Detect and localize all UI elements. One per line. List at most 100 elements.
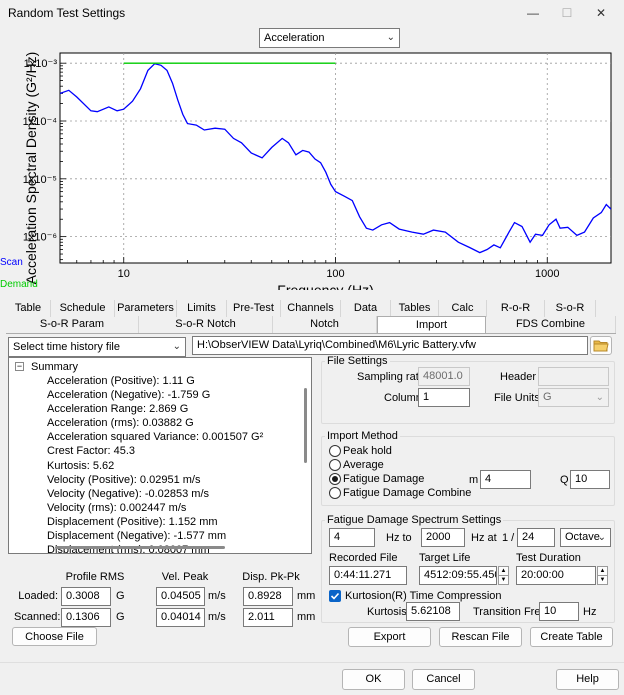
recorded-file-field: 0:44:11.271 (329, 566, 407, 585)
scanned-disp-field[interactable]: 2.011 (243, 608, 293, 627)
kurtosis-field[interactable]: 5.62108 (406, 602, 460, 621)
tab-data[interactable]: Data (341, 300, 391, 317)
kurtosion-checkbox[interactable] (329, 590, 341, 602)
tab-r-o-r[interactable]: R-o-R (487, 300, 545, 317)
tree-item[interactable]: Displacement (Positive): 1.152 mm (47, 515, 218, 528)
tab-calc[interactable]: Calc (439, 300, 487, 317)
collapse-icon[interactable]: − (15, 361, 24, 371)
maximize-button[interactable]: ☐ (561, 6, 573, 20)
tab-s-o-r-param[interactable]: S-o-R Param (6, 316, 139, 333)
scanned-rms-unit: G (116, 611, 125, 623)
spin-down-icon[interactable]: ▼ (597, 575, 608, 585)
rescan-file-button[interactable]: Rescan File (439, 627, 522, 647)
loaded-rms-field[interactable]: 0.3008 (61, 587, 111, 606)
tree-item[interactable]: Acceleration (Negative): -1.759 G (47, 389, 211, 402)
file-settings-title: File Settings (325, 355, 390, 367)
column-field[interactable]: 1 (418, 388, 470, 407)
history-select-value: Select time history file (13, 341, 120, 353)
tab-notch[interactable]: Notch (273, 316, 377, 333)
sampling-rate-field: 48001.0 (418, 367, 470, 386)
history-select[interactable]: Select time history file ⌄ (8, 337, 186, 357)
choose-file-button[interactable]: Choose File (12, 627, 97, 646)
export-button[interactable]: Export (348, 627, 431, 647)
y-tick-label: 1x10⁻³ (24, 58, 58, 70)
title-bar: Random Test Settings — ☐ ✕ (0, 0, 624, 26)
transition-freq-unit: Hz (583, 606, 597, 618)
tree-item[interactable]: Velocity (Negative): -0.02853 m/s (47, 487, 210, 500)
tab-s-o-r[interactable]: S-o-R (545, 300, 596, 317)
tree-item[interactable]: Velocity (Positive): 0.02951 m/s (47, 473, 201, 486)
tab-schedule[interactable]: Schedule (51, 300, 115, 317)
peak-hold-label: Peak hold (343, 445, 392, 457)
vel-peak-header: Vel. Peak (161, 571, 209, 583)
file-settings-group (321, 361, 615, 424)
help-button[interactable]: Help (556, 669, 619, 690)
sampling-rate-label: Sampling rate (357, 371, 425, 383)
radio-peak-hold[interactable] (329, 445, 341, 457)
tree-item[interactable]: Acceleration (rms): 0.03882 G (47, 417, 194, 430)
import-method-group (321, 436, 615, 506)
create-table-button[interactable]: Create Table (530, 627, 613, 647)
radio-average[interactable] (329, 459, 341, 471)
test-duration-label: Test Duration (516, 552, 581, 564)
q-field[interactable]: 10 (570, 470, 610, 489)
tree-item[interactable]: Acceleration (Positive): 1.11 G (47, 375, 195, 387)
target-life-field[interactable]: 4512:09:55.450 (419, 566, 497, 585)
tree-item[interactable]: Kurtosis: 5.62 (47, 459, 115, 472)
scanned-rms-field[interactable]: 0.1306 (61, 608, 111, 627)
file-units-value: G (543, 391, 552, 403)
cancel-button[interactable]: Cancel (412, 669, 475, 690)
q-label: Q (560, 474, 569, 486)
tree-item[interactable]: Displacement (Negative): -1.577 mm (47, 530, 227, 543)
fds-to-field[interactable]: 2000 (421, 528, 465, 547)
radio-fatigue-damage[interactable] (329, 473, 341, 485)
tab-limits[interactable]: Limits (177, 300, 227, 317)
target-life-spinner[interactable]: ▲ ▼ (498, 566, 509, 585)
loaded-label: Loaded: (18, 590, 58, 602)
tab-import[interactable]: Import (377, 316, 486, 333)
octave-select[interactable]: Octave ⌄ (560, 528, 611, 547)
close-button[interactable]: ✕ (595, 6, 607, 20)
tree-hscrollbar[interactable] (55, 546, 225, 549)
tab-s-o-r-notch[interactable]: S-o-R Notch (139, 316, 273, 333)
y-tick-label: 1x10⁻⁶ (23, 232, 57, 244)
scanned-disp-unit: mm (297, 611, 316, 623)
test-duration-field[interactable]: 20:00:00 (516, 566, 596, 585)
file-path-field[interactable]: H:\ObserVIEW Data\Lyriq\Combined\M6\Lyri… (192, 336, 588, 355)
scanned-vel-field[interactable]: 0.04014 (156, 608, 205, 627)
spin-down-icon[interactable]: ▼ (498, 575, 509, 585)
tree-item[interactable]: Velocity (rms): 0.002447 m/s (47, 501, 187, 514)
tab-tables[interactable]: Tables (391, 300, 439, 317)
legend-demand: Demand (0, 279, 38, 290)
tree-item[interactable]: Acceleration Range: 2.869 G (47, 403, 189, 416)
checkmark-icon (330, 592, 340, 600)
tree-item[interactable]: Acceleration squared Variance: 0.001507 … (47, 431, 264, 444)
fds-from-field[interactable]: 4 (329, 528, 375, 547)
browse-folder-button[interactable] (590, 336, 612, 355)
test-duration-spinner[interactable]: ▲ ▼ (597, 566, 608, 585)
ok-button[interactable]: OK (342, 669, 405, 690)
loaded-disp-field[interactable]: 0.8928 (243, 587, 293, 606)
minimize-button[interactable]: — (527, 6, 539, 20)
transition-freq-field[interactable]: 10 (539, 602, 579, 621)
quantity-select[interactable]: Acceleration ⌄ (259, 28, 400, 48)
loaded-vel-field[interactable]: 0.04505 (156, 587, 205, 606)
y-tick-label: 1x10⁻⁵ (23, 174, 57, 186)
m-field[interactable]: 4 (480, 470, 531, 489)
loaded-rms-unit: G (116, 590, 125, 602)
scanned-vel-unit: m/s (208, 611, 226, 623)
summary-tree[interactable]: − Summary Acceleration (Positive): 1.11 … (8, 357, 312, 554)
tab-parameters[interactable]: Parameters (115, 300, 177, 317)
header-lines-field (538, 367, 609, 386)
tab-pre-test[interactable]: Pre-Test (227, 300, 281, 317)
tab-fds-combine[interactable]: FDS Combine (486, 316, 616, 333)
hz-at-label: Hz at (471, 532, 497, 544)
fatigue-damage-label: Fatigue Damage (343, 473, 425, 485)
tab-table[interactable]: Table (6, 300, 51, 317)
tab-channels[interactable]: Channels (281, 300, 341, 317)
radio-fatigue-damage-combine[interactable] (329, 487, 341, 499)
fraction-field[interactable]: 24 (517, 528, 555, 547)
import-method-title: Import Method (325, 430, 400, 442)
tree-item[interactable]: Crest Factor: 45.3 (47, 445, 136, 458)
tree-vscrollbar[interactable] (304, 388, 307, 463)
